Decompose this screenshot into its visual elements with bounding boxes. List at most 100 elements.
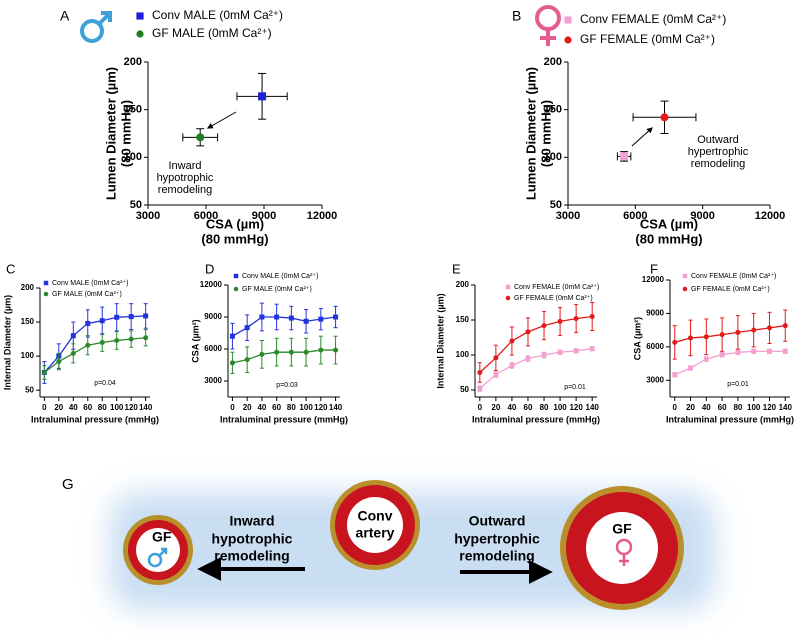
marker (719, 332, 725, 338)
marker (85, 342, 91, 348)
x-tick-label: 140 (139, 403, 153, 412)
y-tick-label: 3000 (204, 376, 222, 385)
y-tick-label: 9000 (646, 309, 664, 318)
diagram: G GF Inward hypotrophic remodeling Conv … (62, 476, 715, 610)
marker (688, 335, 694, 341)
series-line (479, 348, 593, 390)
marker (128, 314, 134, 320)
female-icon (535, 5, 561, 46)
y-tick-label: 100 (21, 351, 35, 360)
marker (525, 356, 531, 361)
x-tick-label: 20 (54, 403, 63, 412)
legend-label: Conv FEMALE (0mM Ca²⁺) (514, 284, 599, 291)
x-tick-label: 60 (718, 403, 727, 412)
x-axis-label: Intraluminal pressure (mmHg) (220, 414, 348, 424)
arrow (631, 127, 653, 147)
x-tick-label: 140 (586, 403, 600, 412)
marker (589, 346, 595, 352)
marker (259, 351, 265, 357)
x-tick-label: 120 (763, 403, 777, 412)
legend-marker (564, 16, 572, 24)
legend-marker (136, 12, 144, 20)
annotation: hypotrophic (157, 172, 214, 184)
marker (477, 386, 483, 392)
artery-lumen (347, 497, 403, 553)
arrow-label: remodeling (214, 548, 289, 564)
marker (303, 318, 309, 324)
y-axis-label: Lumen Diameter (µm) (523, 67, 538, 200)
marker (703, 334, 709, 340)
y-tick-label: 50 (25, 385, 34, 394)
legend-label: GF FEMALE (0mM Ca²⁺) (514, 295, 593, 302)
x-tick-label: 0 (42, 403, 47, 412)
marker (85, 320, 91, 326)
x-tick-label: 3000 (136, 210, 160, 222)
marker (229, 360, 235, 366)
legend-label: GF FEMALE (0mM Ca²⁺) (580, 32, 715, 46)
legend-label: GF MALE (0mM Ca²⁺) (52, 291, 122, 298)
legend-marker (505, 284, 511, 290)
y-tick-label: 9000 (204, 312, 222, 321)
marker (333, 314, 339, 320)
annotation: p=0.01 (564, 384, 586, 391)
marker (303, 349, 309, 355)
marker (782, 348, 788, 354)
series-line (674, 350, 786, 376)
marker (557, 318, 563, 324)
y-tick-label: 200 (21, 283, 35, 292)
x-tick-label: 40 (702, 403, 711, 412)
legend-label: GF MALE (0mM Ca²⁺) (242, 286, 312, 293)
annotation: Outward (697, 134, 739, 146)
legend-marker (43, 291, 49, 297)
x-tick-label: 12000 (307, 210, 338, 222)
marker (274, 314, 280, 320)
x-tick-label: 6000 (194, 210, 218, 222)
x-tick-label: 60 (272, 403, 281, 412)
y-axis-label: (80 mmHg) (118, 100, 133, 167)
panel-label: C (6, 261, 15, 276)
marker (259, 314, 265, 320)
marker (114, 337, 120, 343)
legend-label: GF FEMALE (0mM Ca²⁺) (691, 286, 770, 293)
x-tick-label: 80 (98, 403, 107, 412)
annotation: p=0.04 (94, 380, 116, 387)
series-line (674, 325, 786, 344)
x-tick-label: 80 (287, 403, 296, 412)
x-axis-label: (80 mmHg) (201, 231, 268, 246)
marker (318, 347, 324, 353)
x-tick-label: 12000 (755, 210, 786, 222)
arrow-label: Outward (469, 513, 526, 529)
right-label: GF (612, 521, 632, 537)
male-symbol (147, 547, 168, 568)
marker (318, 316, 324, 322)
marker (751, 348, 757, 354)
marker (735, 329, 741, 335)
y-axis-label: (80 mmHg) (538, 100, 553, 167)
x-tick-label: 0 (478, 403, 483, 412)
marker (493, 372, 499, 378)
legend-label: Conv MALE (0mM Ca²⁺) (152, 8, 283, 22)
y-tick-label: 150 (456, 315, 470, 324)
marker (703, 356, 709, 362)
x-tick-label: 9000 (690, 210, 714, 222)
x-tick-label: 0 (673, 403, 678, 412)
legend-label: Conv FEMALE (0mM Ca²⁺) (580, 12, 726, 26)
y-axis-label: Lumen Diameter (µm) (103, 67, 118, 200)
y-tick-label: 200 (124, 56, 142, 68)
x-tick-label: 100 (299, 403, 313, 412)
marker (41, 369, 47, 375)
arrow-label: hypotrophic (212, 531, 293, 547)
annotation: remodeling (158, 184, 212, 196)
marker (620, 152, 629, 161)
marker (493, 355, 499, 361)
marker (143, 313, 149, 319)
marker (541, 352, 547, 358)
legend-label: Conv FEMALE (0mM Ca²⁺) (691, 273, 776, 280)
y-tick-label: 3000 (646, 375, 664, 384)
marker (229, 333, 235, 339)
artery-lumen (136, 528, 180, 572)
y-tick-label: 100 (456, 350, 470, 359)
x-tick-label: 60 (83, 403, 92, 412)
y-tick-label: 100 (124, 151, 142, 163)
y-tick-label: 200 (456, 280, 470, 289)
